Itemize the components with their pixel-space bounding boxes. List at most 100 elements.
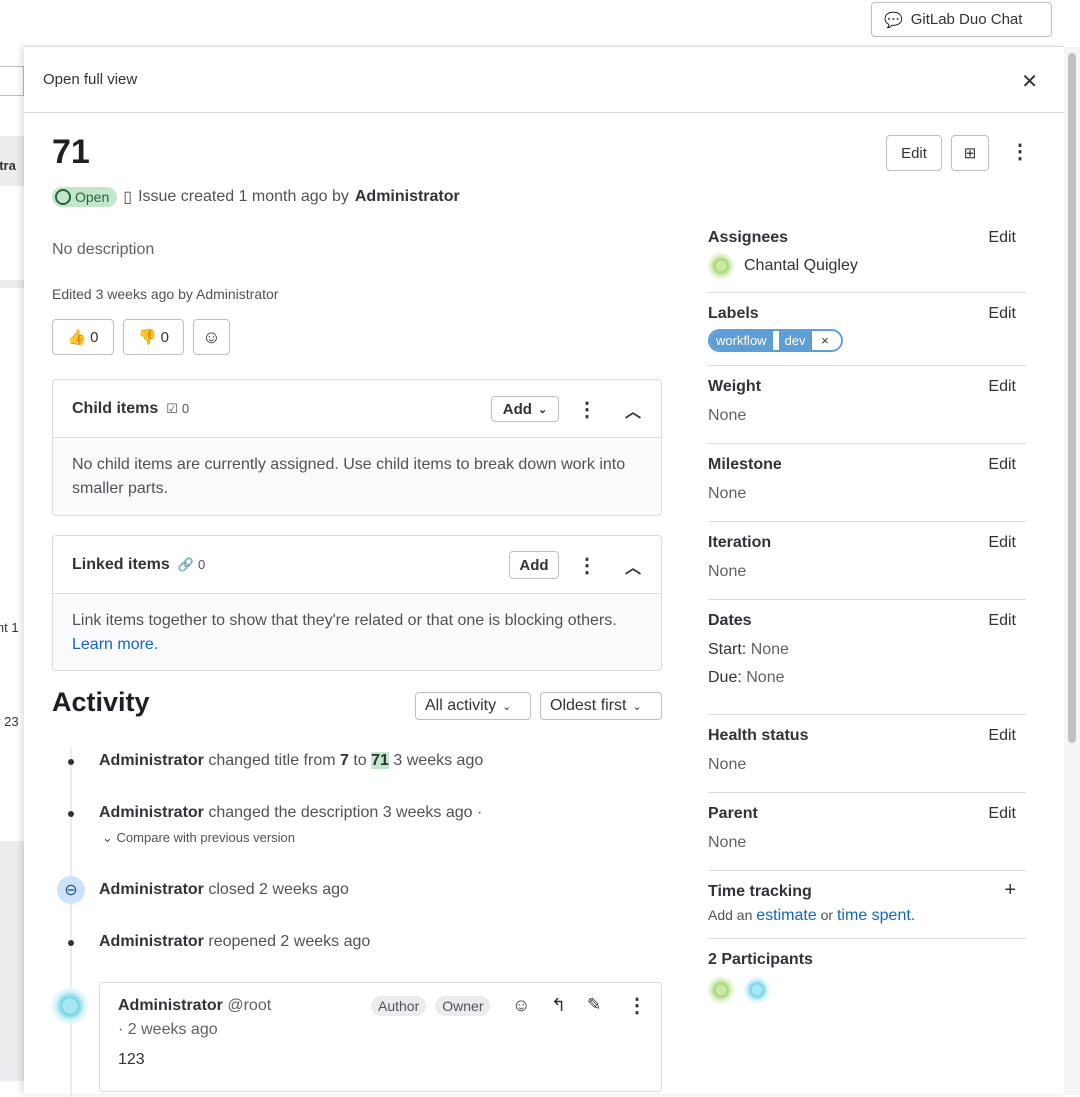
smiley-icon: ☺ bbox=[202, 326, 221, 347]
event-user[interactable]: Administrator bbox=[99, 881, 204, 898]
participants-section: 2 Participants bbox=[708, 939, 1026, 1016]
edit-parent[interactable]: Edit bbox=[988, 805, 1016, 822]
edit-iteration[interactable]: Edit bbox=[988, 534, 1016, 551]
author-link[interactable]: Administrator bbox=[354, 188, 460, 205]
event-user[interactable]: Administrator bbox=[99, 804, 204, 821]
add-reaction-button[interactable]: ☺ bbox=[193, 319, 230, 355]
parent-section: Parent Edit None bbox=[708, 793, 1026, 871]
background-band bbox=[0, 280, 24, 288]
scrollbar-thumb[interactable] bbox=[1068, 53, 1076, 743]
more-icon[interactable]: ⋮ bbox=[577, 399, 597, 421]
thumbs-down-icon: 👎 bbox=[137, 329, 157, 346]
pencil-icon[interactable]: ✎ bbox=[587, 995, 602, 1014]
avatar[interactable] bbox=[708, 977, 734, 1003]
chevron-down-icon: ⌄ bbox=[537, 403, 548, 416]
thumbs-down-button[interactable]: 👎 0 bbox=[123, 319, 184, 355]
label-value: dev bbox=[778, 331, 812, 350]
label-pill[interactable]: workflow dev × bbox=[708, 329, 843, 352]
tt-text: Add an bbox=[708, 907, 753, 923]
sort-select[interactable]: Oldest first ⌄ bbox=[540, 692, 662, 720]
edit-health[interactable]: Edit bbox=[988, 727, 1016, 744]
linked-add-button[interactable]: Add bbox=[509, 551, 559, 579]
timeline-line bbox=[70, 747, 72, 1097]
event-user[interactable]: Administrator bbox=[99, 752, 204, 769]
duo-chat-button[interactable]: 💬 GitLab Duo Chat bbox=[871, 2, 1052, 37]
linked-items-title: Linked items bbox=[72, 555, 170, 573]
event-user[interactable]: Administrator bbox=[99, 933, 204, 950]
scrollbar[interactable] bbox=[1064, 47, 1080, 1095]
background-band bbox=[0, 841, 24, 1081]
edit-assignees[interactable]: Edit bbox=[988, 229, 1016, 246]
avatar[interactable] bbox=[52, 988, 88, 1024]
created-text: Issue created 1 month ago by bbox=[138, 188, 349, 205]
more-icon[interactable]: ⋮ bbox=[577, 555, 597, 577]
learn-more-link[interactable]: Learn more. bbox=[72, 636, 159, 653]
child-items-title: Child items bbox=[72, 399, 159, 417]
closed-icon: ⊖ bbox=[57, 876, 85, 904]
due-label: Due: bbox=[708, 669, 742, 686]
event-text: to bbox=[353, 752, 367, 769]
child-items-count: 0 bbox=[181, 401, 190, 416]
compare-label: Compare with previous version bbox=[116, 830, 295, 845]
section-title: Dates bbox=[708, 612, 752, 629]
due-value: None bbox=[746, 669, 785, 686]
plus-icon[interactable]: + bbox=[1004, 879, 1016, 901]
sort-label: Oldest first bbox=[550, 697, 627, 714]
status-badge: Open bbox=[52, 187, 118, 207]
avatar[interactable] bbox=[744, 977, 770, 1003]
section-title: Iteration bbox=[708, 534, 772, 551]
edit-milestone[interactable]: Edit bbox=[988, 456, 1016, 473]
activity-filter[interactable]: All activity ⌄ bbox=[415, 692, 531, 720]
event-dot bbox=[68, 940, 74, 946]
duo-chat-icon: 💬 bbox=[884, 11, 903, 29]
duo-chat-label: GitLab Duo Chat bbox=[910, 11, 1023, 28]
edit-labels[interactable]: Edit bbox=[988, 305, 1016, 322]
health-value: None bbox=[708, 756, 747, 773]
thumbs-up-count: 0 bbox=[90, 328, 99, 346]
time-tracking-section: Time tracking + Add an estimate or time sp… bbox=[708, 871, 1026, 939]
close-icon[interactable]: ✕ bbox=[1021, 71, 1038, 93]
chevron-up-icon[interactable]: ︿ bbox=[625, 404, 642, 421]
section-title: Assignees bbox=[708, 229, 789, 246]
label-scope: workflow bbox=[710, 331, 773, 350]
comment-handle: @root bbox=[227, 997, 272, 1014]
section-title: Weight bbox=[708, 378, 762, 395]
old-title: 7 bbox=[340, 752, 349, 769]
background-input bbox=[0, 66, 24, 96]
smiley-icon[interactable]: ☺ bbox=[512, 995, 531, 1015]
comment-author[interactable]: Administrator bbox=[118, 997, 223, 1014]
event-text: changed the description 3 weeks ago · bbox=[208, 804, 483, 821]
section-title: Time tracking bbox=[708, 883, 812, 900]
compare-link[interactable]: ⌄ Compare with previous version bbox=[102, 830, 295, 846]
background-text: y 23 bbox=[0, 714, 19, 729]
open-full-view-link[interactable]: Open full view bbox=[43, 71, 138, 88]
edit-dates[interactable]: Edit bbox=[988, 612, 1016, 629]
remove-label-icon[interactable]: × bbox=[815, 331, 835, 350]
parent-value: None bbox=[708, 834, 747, 851]
background-text: stra bbox=[0, 158, 16, 173]
more-icon[interactable]: ⋮ bbox=[627, 995, 647, 1017]
section-title: Labels bbox=[708, 305, 759, 322]
new-item-icon[interactable]: ⊞ bbox=[951, 135, 989, 171]
edit-weight[interactable]: Edit bbox=[988, 378, 1016, 395]
comment-time[interactable]: · 2 weeks ago bbox=[118, 1021, 218, 1038]
edit-button[interactable]: Edit bbox=[886, 135, 942, 171]
thumbs-up-button[interactable]: 👍 0 bbox=[52, 319, 114, 355]
estimate-link[interactable]: estimate bbox=[756, 907, 817, 924]
comment-body: 123 bbox=[118, 1051, 145, 1068]
labels-section: Labels Edit workflow dev × bbox=[708, 293, 1026, 366]
milestone-section: Milestone Edit None bbox=[708, 444, 1026, 522]
child-add-dropdown[interactable]: Add ⌄ bbox=[491, 396, 559, 422]
chevron-down-icon: ⌄ bbox=[502, 700, 512, 713]
assignee-name[interactable]: Chantal Quigley bbox=[744, 257, 858, 274]
time-spent-link[interactable]: time spent. bbox=[836, 907, 916, 924]
reply-icon[interactable]: ↰ bbox=[551, 995, 567, 1015]
more-actions-icon[interactable]: ⋮ bbox=[1010, 141, 1030, 163]
linked-items-count: 0 bbox=[198, 557, 206, 572]
issue-type-icon: ▯ bbox=[123, 189, 133, 206]
avatar bbox=[708, 253, 734, 279]
chevron-up-icon[interactable]: ︿ bbox=[625, 560, 642, 577]
section-title: 2 Participants bbox=[708, 951, 813, 968]
iteration-section: Iteration Edit None bbox=[708, 522, 1026, 600]
comment-card: Administrator @root · 2 weeks ago Author… bbox=[99, 982, 662, 1092]
